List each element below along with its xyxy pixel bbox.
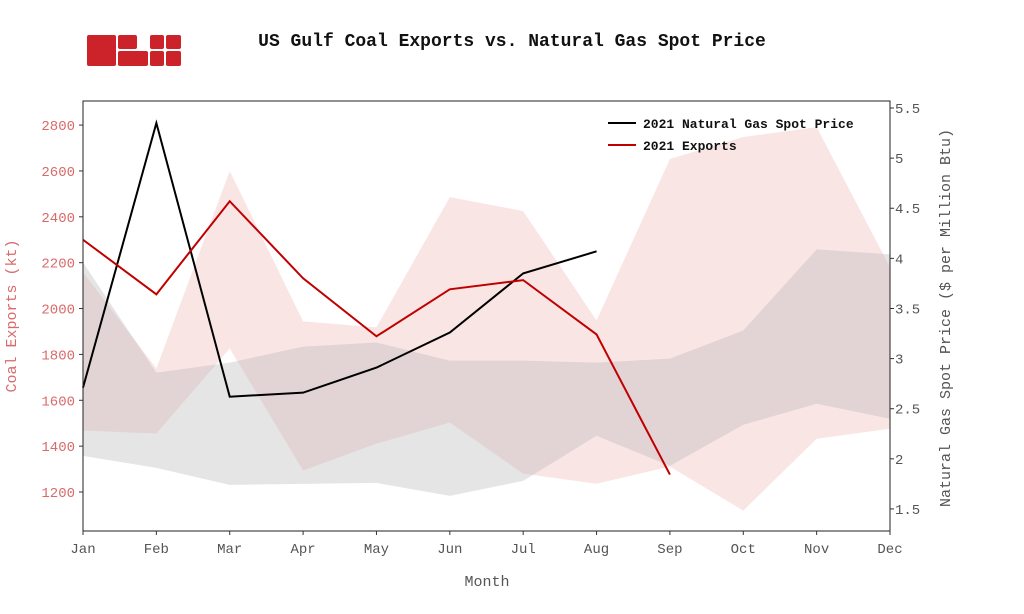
left-y-tick-label: 1600: [41, 394, 75, 410]
left-y-tick-label: 2200: [41, 257, 75, 273]
x-tick-label: May: [364, 542, 389, 558]
right-y-tick-label: 3.5: [895, 302, 920, 318]
right-y-tick-label: 1.5: [895, 503, 920, 519]
x-tick-label: Aug: [584, 542, 609, 558]
gas-price-line: [82, 119, 597, 398]
right-y-tick-label: 4: [895, 252, 903, 268]
right-y-tick-label: 2.5: [895, 403, 920, 419]
logo: [87, 35, 181, 66]
x-axis-label: Month: [464, 574, 509, 591]
x-tick-label: Mar: [217, 542, 242, 558]
x-tick-label: Apr: [290, 542, 315, 558]
left-y-tick-label: 1400: [41, 440, 75, 456]
x-tick-label: Jun: [437, 542, 462, 558]
x-tick-label: Nov: [804, 542, 829, 558]
left-y-tick-label: 2400: [41, 211, 75, 227]
right-y-tick-label: 4.5: [895, 202, 920, 218]
left-y-tick-label: 2600: [41, 165, 75, 181]
x-tick-label: Sep: [657, 542, 682, 558]
legend: 2021 Natural Gas Spot Price 2021 Exports: [608, 117, 854, 154]
gas-price-range-band: [83, 249, 890, 496]
right-axis-label: Natural Gas Spot Price ($ per Million Bt…: [938, 129, 955, 507]
x-tick-label: Oct: [731, 542, 756, 558]
exports-range-band: [83, 127, 890, 511]
plot-frame: [82, 100, 891, 532]
right-y-tick-label: 3: [895, 353, 903, 369]
legend-label-gas: 2021 Natural Gas Spot Price: [643, 117, 854, 132]
right-y-tick-label: 5.5: [895, 102, 920, 118]
chart-title: US Gulf Coal Exports vs. Natural Gas Spo…: [258, 32, 766, 52]
x-tick-label: Feb: [144, 542, 169, 558]
right-y-tick-label: 2: [895, 453, 903, 469]
x-tick-label: Jul: [511, 542, 536, 558]
right-y-tick-label: 5: [895, 152, 903, 168]
left-y-tick-label: 1200: [41, 486, 75, 502]
left-axis-label: Coal Exports (kt): [4, 239, 21, 392]
left-y-tick-label: 2800: [41, 119, 75, 135]
left-y-tick-label: 2000: [41, 303, 75, 319]
legend-label-exports: 2021 Exports: [643, 139, 737, 154]
left-y-tick-label: 1800: [41, 348, 75, 364]
x-tick-label: Dec: [877, 542, 902, 558]
x-tick-label: Jan: [70, 542, 95, 558]
